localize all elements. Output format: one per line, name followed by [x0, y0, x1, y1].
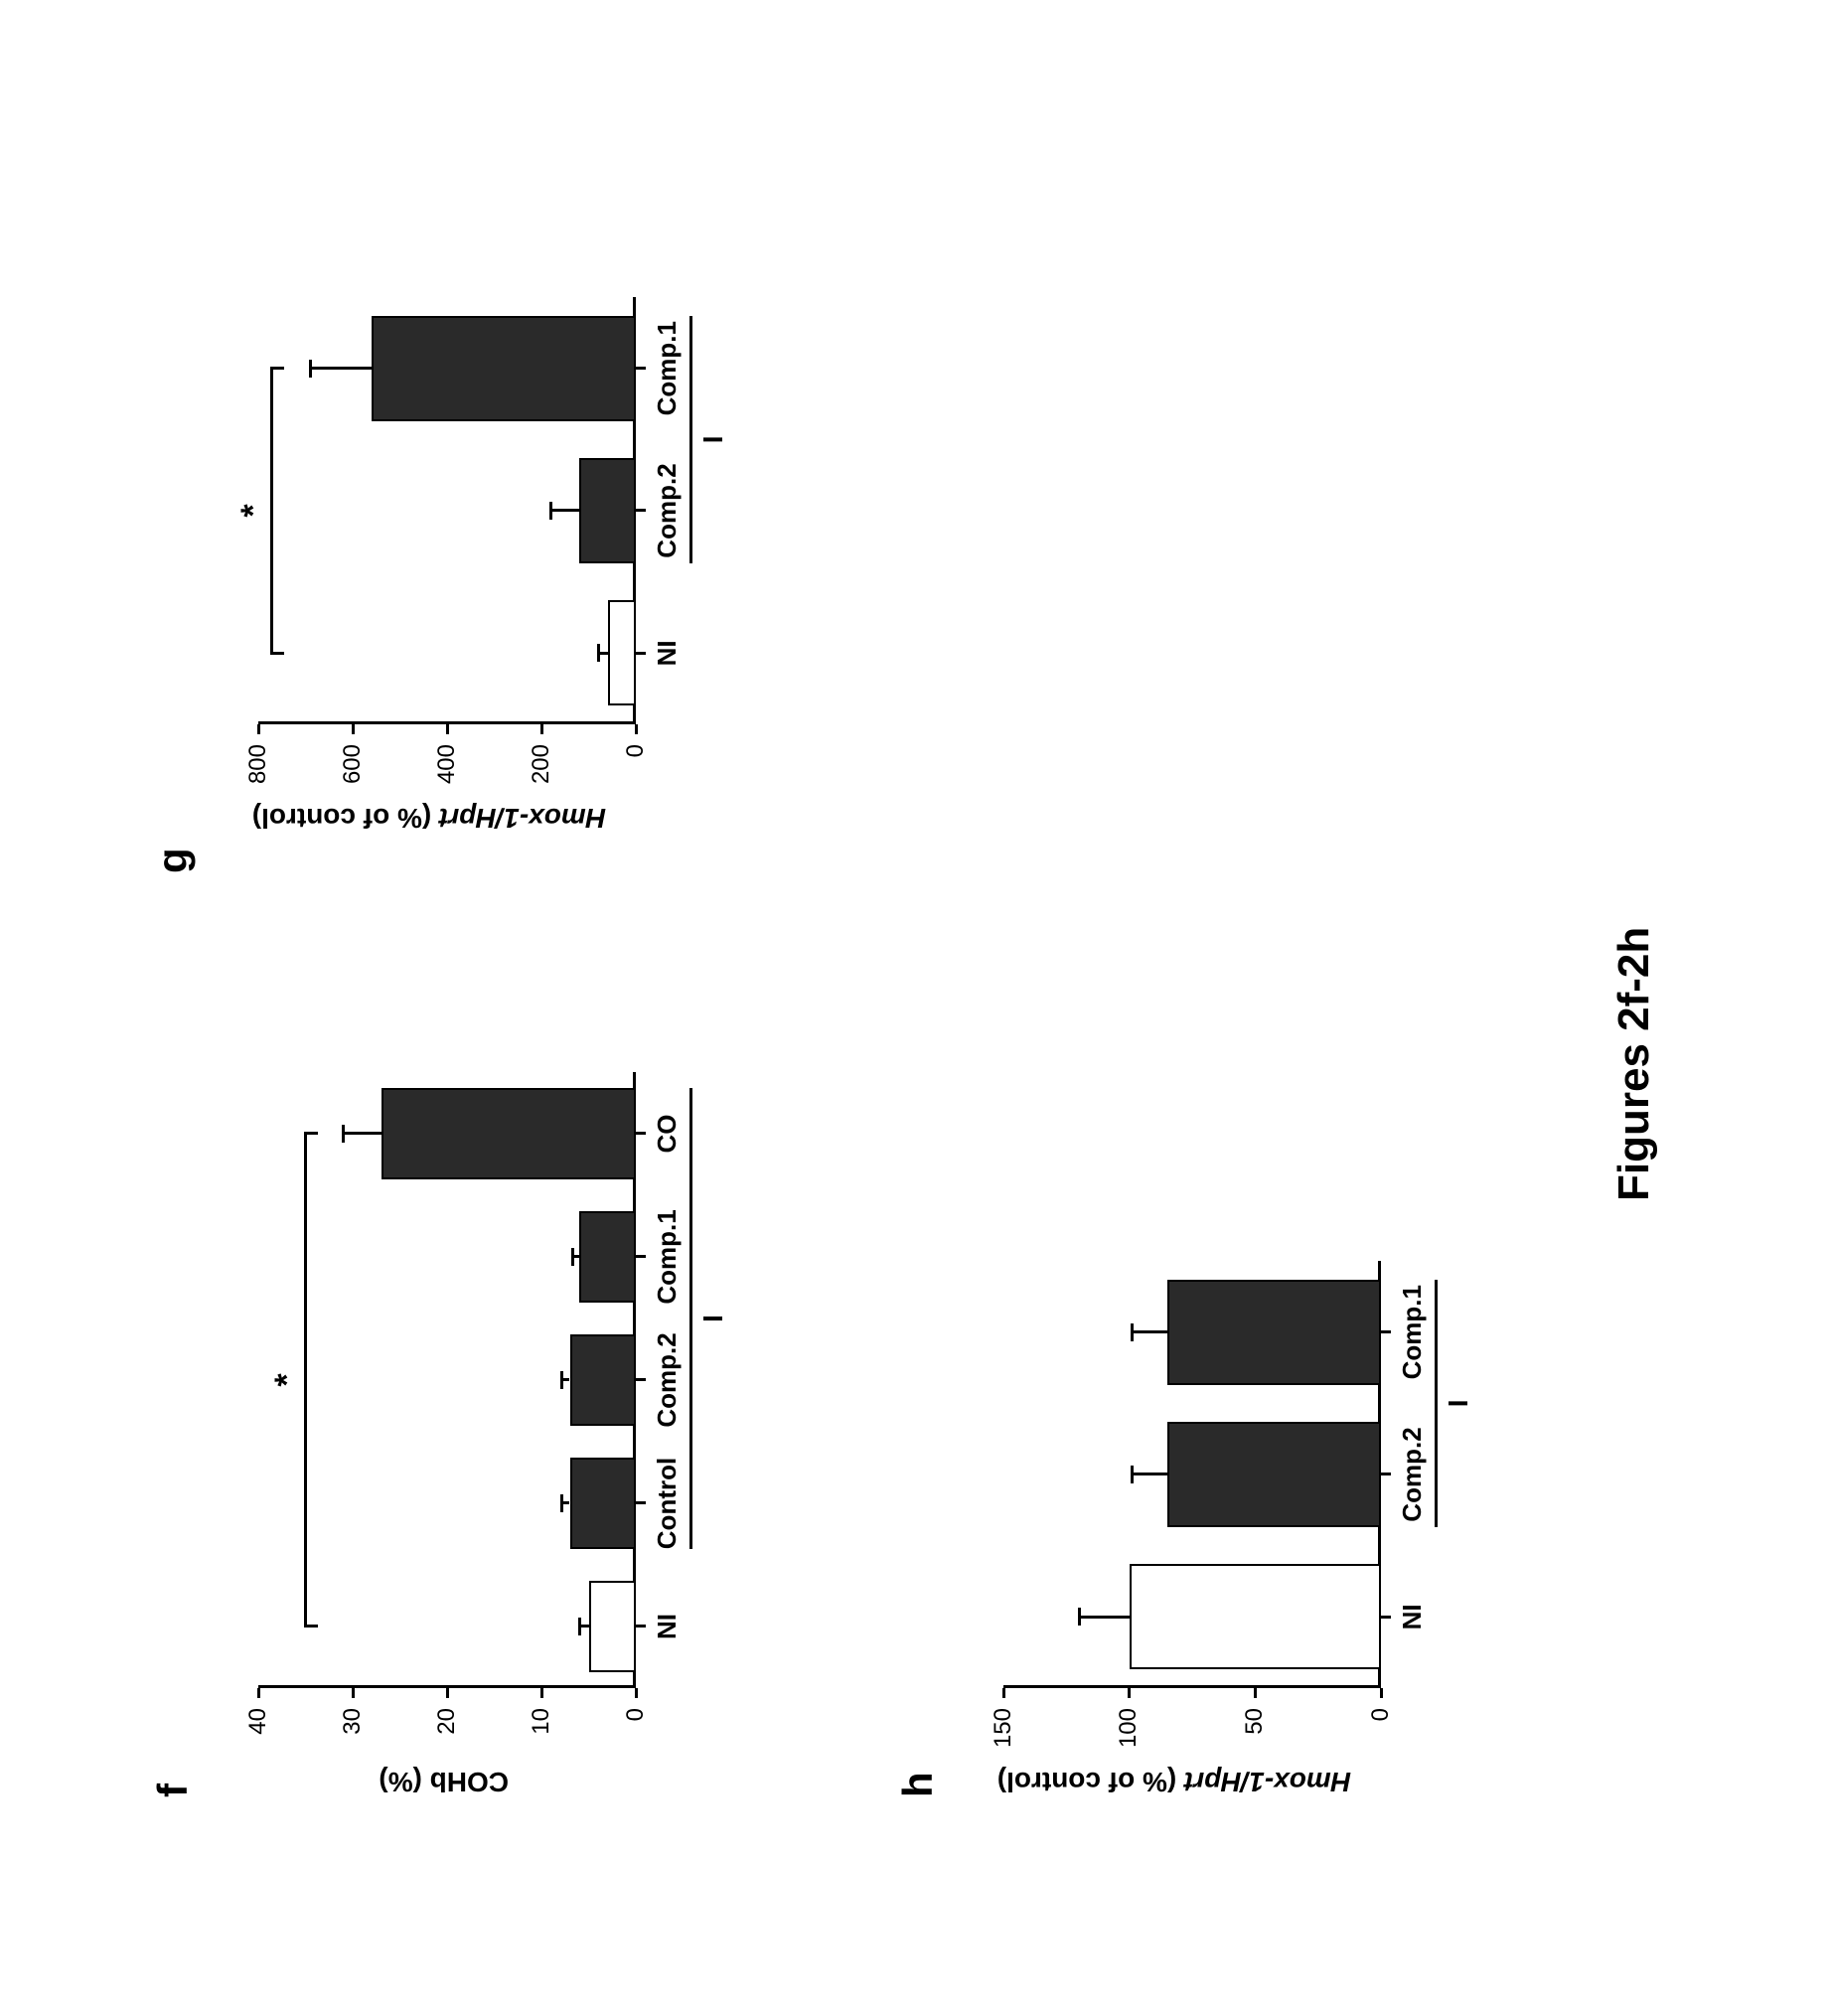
chart-g-ytick — [635, 724, 638, 734]
chart-h-ytick — [1128, 1688, 1131, 1698]
chart-f-group-label: I — [697, 1088, 729, 1549]
chart-h-errorcap — [1078, 1608, 1081, 1626]
chart-h-y-axis — [1003, 1685, 1381, 1688]
chart-f-xtick — [636, 1502, 646, 1505]
chart-g-xtick — [636, 510, 646, 513]
chart-f-ytick-label: 40 — [244, 1708, 272, 1768]
chart-h-errorcap — [1131, 1466, 1134, 1483]
chart-h-ytick-label: 100 — [1115, 1708, 1143, 1768]
chart-h-group-label: I — [1443, 1280, 1474, 1527]
chart-f-ytick-label: 10 — [528, 1708, 555, 1768]
chart-h-bar — [1167, 1422, 1381, 1527]
chart-f-bar — [382, 1088, 637, 1179]
chart-f-bar — [589, 1581, 637, 1672]
chart-h-bar — [1130, 1564, 1381, 1669]
panel-label-h: h — [894, 1772, 942, 1797]
chart-h-errorbar — [1132, 1330, 1166, 1333]
chart-f-xtick — [636, 1379, 646, 1382]
chart-f-ytick — [446, 1688, 449, 1698]
chart-g-bar — [579, 458, 636, 563]
chart-g-bar — [372, 316, 636, 421]
chart-g-y-label: Hmox-1/Hprt (% of control) — [252, 802, 606, 834]
chart-h-ytick-label: 0 — [1367, 1708, 1395, 1768]
chart-g-ytick — [446, 724, 449, 734]
chart-g-errorcap — [309, 360, 312, 378]
chart-g-ytick-label: 800 — [244, 744, 272, 804]
chart-h-xtick — [1381, 1616, 1391, 1619]
chart-h-group-line — [1435, 1280, 1438, 1527]
panel-label-f: f — [149, 1783, 197, 1797]
chart-g-ytick-label: 200 — [528, 744, 555, 804]
chart-f-errorbar — [344, 1133, 382, 1136]
chart-f-xtick — [636, 1256, 646, 1259]
chart-f-category-label: Comp.2 — [652, 1318, 683, 1442]
chart-f-y-label: COHb (%) — [379, 1766, 509, 1797]
chart-g-errorcap — [597, 644, 600, 662]
chart-h-xtick — [1381, 1473, 1391, 1476]
chart-f: 010203040COHb (%)NIControlComp.2Comp.1CO… — [258, 1072, 636, 1688]
chart-f-errorcap — [578, 1618, 581, 1635]
chart-f-category-label: CO — [652, 1072, 683, 1195]
chart-f-ytick-label: 30 — [339, 1708, 367, 1768]
chart-h-category-label: Comp.2 — [1397, 1403, 1428, 1545]
chart-f-bar — [570, 1458, 637, 1549]
chart-g-ytick-label: 0 — [622, 744, 650, 804]
chart-g-significance-label: * — [234, 369, 273, 654]
chart-h-xtick — [1381, 1330, 1391, 1333]
chart-g-xtick — [636, 367, 646, 370]
chart-g-category-label: Comp.2 — [652, 439, 683, 581]
chart-g-xtick — [636, 652, 646, 655]
chart-g-ytick — [540, 724, 543, 734]
chart-h-ytick-label: 50 — [1241, 1708, 1269, 1768]
panel-label-g: g — [149, 848, 197, 873]
chart-h-ytick — [1254, 1688, 1257, 1698]
chart-f-ytick — [635, 1688, 638, 1698]
chart-g-errorbar — [551, 510, 580, 513]
chart-f-xtick — [636, 1133, 646, 1136]
chart-f-category-label: Control — [652, 1442, 683, 1565]
chart-g-ytick-label: 400 — [433, 744, 461, 804]
chart-g-errorcap — [549, 502, 552, 520]
chart-h: 050100150Hmox-1/Hprt (% of control)NICom… — [1003, 1261, 1381, 1688]
chart-h-y-label: Hmox-1/Hprt (% of control) — [997, 1766, 1351, 1797]
chart-f-xtick — [636, 1626, 646, 1628]
chart-f-ytick — [540, 1688, 543, 1698]
chart-f-errorcap — [342, 1125, 345, 1143]
chart-h-errorbar — [1079, 1616, 1130, 1619]
chart-f-errorcap — [560, 1371, 563, 1389]
chart-f-ytick — [257, 1688, 260, 1698]
chart-h-category-label: NI — [1397, 1546, 1428, 1688]
chart-f-bar — [579, 1211, 636, 1303]
chart-g-category-label: Comp.1 — [652, 297, 683, 439]
chart-h-bar — [1167, 1280, 1381, 1385]
chart-g-ytick — [257, 724, 260, 734]
chart-h-errorcap — [1131, 1323, 1134, 1341]
chart-h-errorbar — [1132, 1473, 1166, 1476]
chart-f-significance-label: * — [268, 1134, 307, 1627]
chart-h-ytick — [1002, 1688, 1005, 1698]
chart-f-errorcap — [560, 1494, 563, 1512]
chart-g-category-label: NI — [652, 582, 683, 724]
chart-f-ytick-label: 0 — [622, 1708, 650, 1768]
chart-h-ytick — [1380, 1688, 1383, 1698]
chart-h-category-label: Comp.1 — [1397, 1261, 1428, 1403]
chart-g-ytick — [352, 724, 355, 734]
chart-f-ytick-label: 20 — [433, 1708, 461, 1768]
figure-caption: Figures 2f-2h — [1609, 927, 1659, 1201]
chart-f-category-label: NI — [652, 1565, 683, 1688]
chart-h-ytick-label: 150 — [990, 1708, 1017, 1768]
chart-g-group-label: I — [697, 316, 729, 563]
chart-g: 0200400600800Hmox-1/Hprt (% of control)N… — [258, 297, 636, 724]
chart-f-category-label: Comp.1 — [652, 1195, 683, 1318]
chart-f-errorcap — [571, 1248, 574, 1266]
chart-g-group-line — [689, 316, 692, 563]
chart-g-errorbar — [310, 367, 372, 370]
chart-f-bar — [570, 1334, 637, 1426]
chart-g-bar — [608, 600, 637, 705]
chart-g-ytick-label: 600 — [339, 744, 367, 804]
chart-f-ytick — [352, 1688, 355, 1698]
chart-f-group-line — [689, 1088, 692, 1549]
